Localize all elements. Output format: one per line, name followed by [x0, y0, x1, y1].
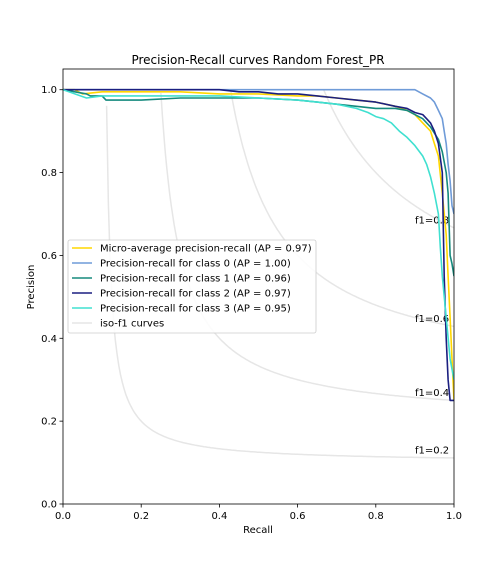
iso-f1-curve	[230, 90, 455, 328]
y-tick-label: 1.0	[41, 85, 57, 96]
x-tick-label: 0.0	[55, 511, 71, 522]
y-tick-label: 0.0	[41, 500, 57, 511]
iso-f1-label: f1=0.8	[415, 216, 449, 227]
legend: Micro-average precision-recall (AP = 0.9…	[67, 239, 317, 334]
legend-label: Precision-recall for class 0 (AP = 1.00)	[100, 259, 291, 270]
x-tick-label: 1.0	[446, 511, 462, 522]
series-line	[63, 88, 454, 215]
iso-f1-curve	[323, 89, 455, 229]
y-axis-label: Precision	[26, 265, 37, 310]
x-axis-label: Recall	[243, 525, 273, 536]
legend-label: Precision-recall for class 1 (AP = 0.96)	[100, 274, 291, 285]
iso-f1-label: f1=0.4	[415, 388, 449, 399]
legend-box	[67, 239, 317, 334]
x-tick-label: 0.2	[133, 511, 149, 522]
series-line	[63, 88, 454, 277]
iso-f1-label: f1=0.2	[415, 446, 449, 457]
iso-f1-label: f1=0.6	[415, 314, 449, 325]
x-tick-label: 0.6	[290, 511, 306, 522]
chart-title: Precision-Recall curves Random Forest_PR	[131, 53, 384, 67]
iso-f1-curves: f1=0.2 f1=0.4 f1=0.6 f1=0.8	[105, 89, 455, 459]
series-lines	[63, 88, 454, 402]
plot-frame	[62, 68, 455, 505]
y-tick-label: 0.2	[41, 417, 57, 428]
y-tick-label: 0.4	[41, 334, 57, 345]
series-line	[63, 88, 454, 402]
legend-label: iso-f1 curves	[100, 319, 164, 330]
x-tick-label: 0.8	[368, 511, 384, 522]
legend-label: Precision-recall for class 3 (AP = 0.95)	[100, 304, 291, 315]
legend-label: Precision-recall for class 2 (AP = 0.97)	[100, 289, 291, 300]
y-tick-label: 0.6	[41, 251, 57, 262]
legend-label: Micro-average precision-recall (AP = 0.9…	[100, 244, 312, 255]
iso-f1-curve	[105, 105, 455, 459]
series-line	[63, 88, 454, 380]
y-tick-label: 0.8	[41, 168, 57, 179]
x-axis-ticks: 0.0 0.2 0.4 0.6 0.8 1.0	[55, 504, 462, 522]
x-tick-label: 0.4	[211, 511, 227, 522]
y-axis-ticks: 0.0 0.2 0.4 0.6 0.8 1.0	[41, 85, 63, 511]
